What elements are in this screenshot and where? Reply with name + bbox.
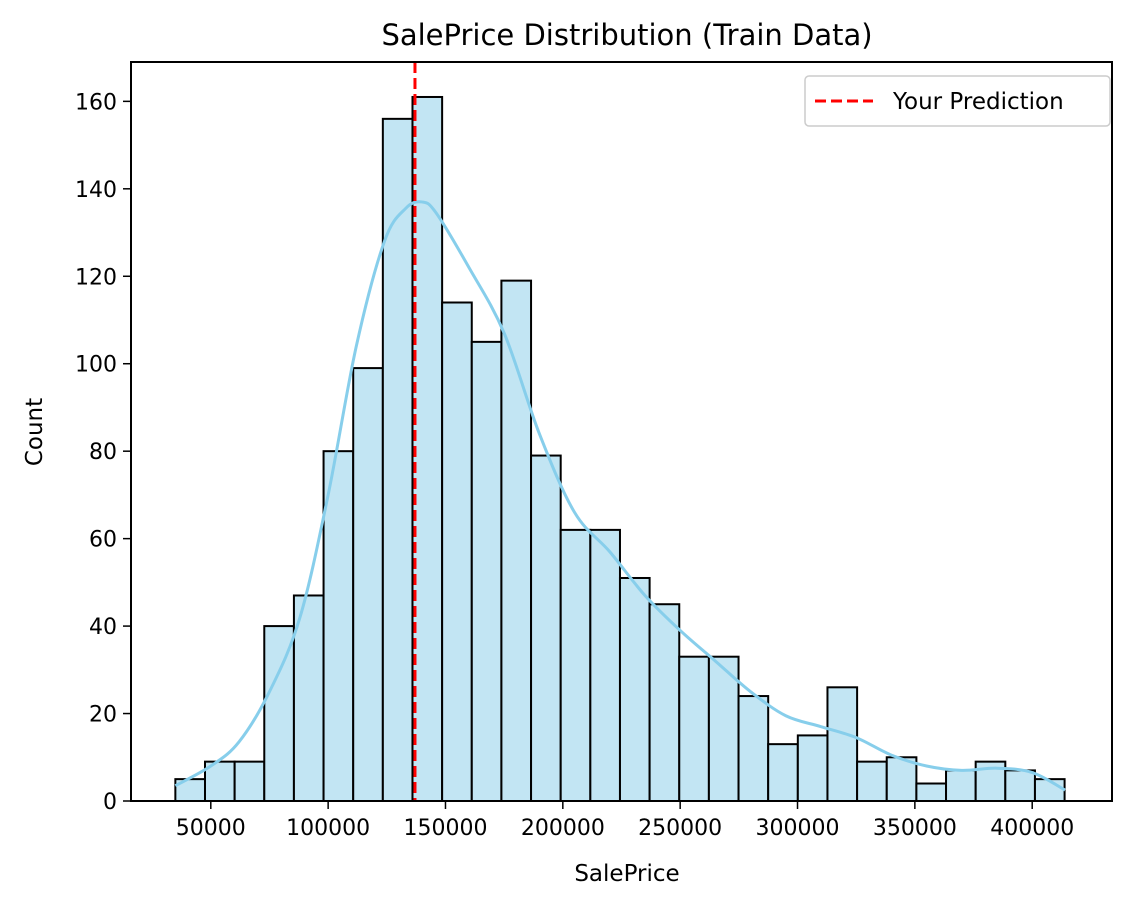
legend: Your Prediction [804, 75, 1111, 127]
x-axis-ticks: 50000 100000 150000 200000 250000 300000 35000… [176, 801, 1074, 841]
histogram-bar [1004, 769, 1036, 802]
y-tick-label: 100 [75, 353, 117, 378]
histogram-bar [915, 782, 948, 802]
histogram-bar [767, 743, 799, 803]
histogram-bar [500, 279, 533, 802]
histogram-bar [826, 686, 859, 802]
y-tick-label: 0 [103, 790, 117, 815]
histogram-bar [441, 301, 473, 802]
legend-box [804, 75, 1111, 127]
histogram-bar [737, 695, 770, 803]
x-tick-label: 50000 [176, 816, 246, 841]
histogram-bar [530, 454, 562, 802]
histogram-bar [945, 769, 977, 802]
histogram-bar [352, 367, 384, 802]
histogram-bar [856, 760, 888, 802]
histogram-bar [263, 625, 295, 802]
x-axis-label: SalePrice [574, 861, 679, 887]
x-tick-label: 150000 [403, 816, 487, 841]
histogram-bar [233, 760, 266, 802]
x-tick-label: 300000 [756, 816, 840, 841]
histogram-bars [174, 95, 1066, 803]
histogram-bar [618, 576, 651, 802]
y-axis-label: Count [22, 398, 48, 466]
histogram-bar [678, 655, 710, 803]
histogram-bar [322, 450, 355, 802]
y-tick-label: 140 [75, 178, 117, 203]
chart-title: SalePrice Distribution (Train Data) [381, 18, 872, 52]
x-tick-label: 400000 [990, 816, 1074, 841]
y-tick-label: 40 [89, 615, 117, 640]
histogram-bar [292, 594, 325, 803]
histogram-bar [381, 117, 414, 803]
legend-label-prediction: Your Prediction [892, 89, 1064, 115]
plot-frame [130, 61, 1113, 802]
kde-curve-group [174, 200, 1066, 792]
histogram-bar [885, 756, 918, 803]
y-axis-ticks: 0 20 40 60 80 100 120 140 160 [75, 90, 131, 815]
y-tick-label: 20 [89, 703, 117, 728]
x-tick-label: 350000 [873, 816, 957, 841]
x-tick-label: 250000 [638, 816, 722, 841]
y-tick-label: 120 [75, 265, 117, 290]
histogram-bar [559, 528, 592, 802]
histogram-bar [648, 603, 681, 802]
histogram-bar [589, 528, 621, 802]
y-tick-label: 80 [89, 440, 117, 465]
y-tick-label: 160 [75, 90, 117, 115]
x-tick-label: 100000 [286, 816, 370, 841]
histogram-bar [470, 340, 503, 802]
kde-curve [174, 200, 1066, 792]
histogram-bar [796, 734, 829, 802]
y-tick-label: 60 [89, 528, 117, 553]
x-tick-label: 200000 [521, 816, 605, 841]
